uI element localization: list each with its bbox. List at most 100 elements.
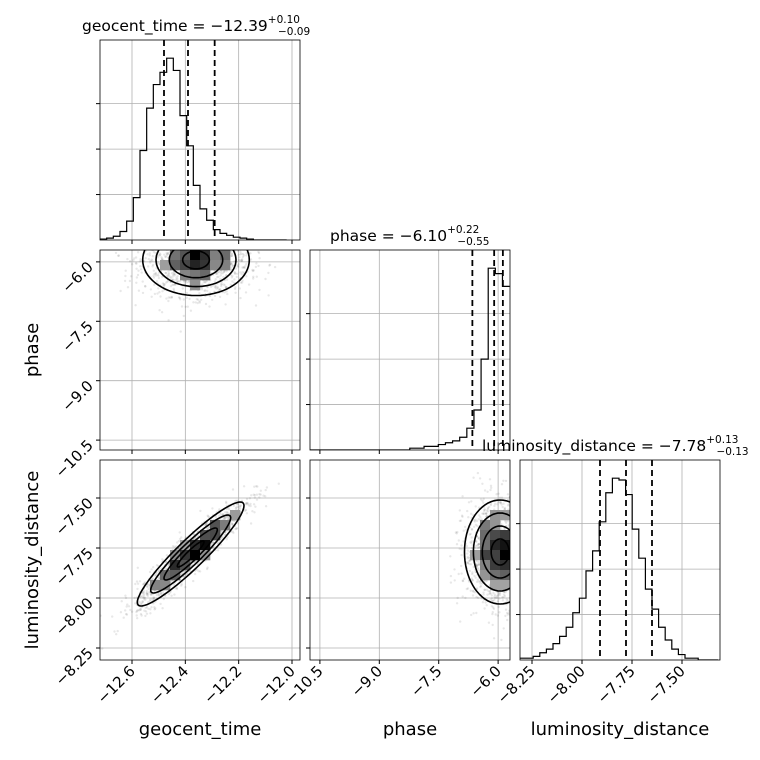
scatter-point xyxy=(146,585,149,588)
scatter-point xyxy=(179,233,181,235)
title-geocent-time: geocent_time = −12.39+0.10 −0.09 xyxy=(82,14,310,38)
scatter-point xyxy=(513,537,515,539)
scatter-point xyxy=(197,234,199,236)
scatter-point xyxy=(522,515,524,517)
ytick-label-phase-2: −7.5 xyxy=(58,317,96,355)
scatter-point xyxy=(511,534,513,536)
scatter-point xyxy=(228,237,230,239)
scatter-point xyxy=(230,244,232,246)
scatter-point xyxy=(253,485,256,488)
scatter-point xyxy=(254,241,256,243)
scatter-point xyxy=(512,544,514,546)
scatter-point xyxy=(177,227,179,229)
scatter-point xyxy=(486,507,490,511)
contour-level-0 xyxy=(181,250,211,270)
scatter-point xyxy=(523,598,525,600)
scatter-point xyxy=(254,265,258,269)
scatter-point xyxy=(144,237,146,239)
scatter-point xyxy=(134,602,137,605)
scatter-point xyxy=(517,579,519,581)
scatter-point xyxy=(235,232,237,234)
scatter-point xyxy=(189,247,191,249)
scatter-point xyxy=(153,574,157,577)
scatter-point xyxy=(225,278,229,281)
scatter-point xyxy=(217,289,221,292)
scatter-point xyxy=(226,516,230,519)
scatter-point xyxy=(189,234,191,236)
scatter-point xyxy=(135,281,138,284)
density-cell xyxy=(200,250,211,261)
density-cell xyxy=(210,520,221,531)
density-cell xyxy=(480,520,491,531)
scatter-point xyxy=(520,550,522,552)
scatter-point xyxy=(529,538,531,540)
scatter-point xyxy=(527,515,529,517)
scatter-point xyxy=(523,534,525,536)
scatter-point xyxy=(483,588,486,591)
scatter-point xyxy=(200,288,204,291)
scatter-frame-1 xyxy=(99,459,301,661)
scatter-point xyxy=(267,271,270,275)
scatter-point xyxy=(142,583,145,586)
scatter-point xyxy=(483,508,486,511)
scatter-point xyxy=(485,509,489,512)
scatter-point xyxy=(541,541,543,543)
scatter-point xyxy=(188,244,190,246)
scatter-point xyxy=(523,512,525,514)
scatter-point xyxy=(189,243,191,245)
scatter-point xyxy=(235,264,239,267)
scatter-point xyxy=(513,573,515,575)
scatter-point xyxy=(126,603,129,606)
scatter-point xyxy=(226,242,228,244)
scatter-point xyxy=(156,273,159,276)
scatter-point xyxy=(250,244,252,246)
scatter-point xyxy=(460,514,464,517)
scatter-point xyxy=(529,530,531,532)
scatter-point xyxy=(165,244,167,246)
scatter-point xyxy=(171,278,174,281)
scatter-point xyxy=(142,592,145,595)
scatter-point xyxy=(498,591,501,595)
scatter-point xyxy=(129,608,132,612)
scatter-point xyxy=(157,240,159,242)
scatter-point xyxy=(172,272,176,276)
scatter-point xyxy=(249,252,252,255)
scatter-point xyxy=(235,527,239,530)
scatter-point xyxy=(533,585,535,587)
scatter-point xyxy=(526,501,528,503)
scatter-point xyxy=(100,614,102,617)
scatter-point xyxy=(182,237,184,239)
scatter-point xyxy=(192,236,194,238)
scatter-point xyxy=(479,582,482,585)
scatter-point xyxy=(525,533,527,535)
density-cell xyxy=(200,530,211,541)
scatter-point xyxy=(171,242,173,244)
scatter-point xyxy=(200,234,202,236)
density-cell xyxy=(480,530,491,541)
scatter-point xyxy=(230,522,233,525)
density-cell xyxy=(470,550,481,561)
scatter-point xyxy=(475,595,478,599)
scatter-point xyxy=(449,574,453,578)
scatter-point xyxy=(190,247,192,249)
scatter-point xyxy=(182,212,184,214)
scatter-point xyxy=(198,229,200,231)
scatter-point xyxy=(198,232,200,234)
scatter-point xyxy=(151,597,154,601)
density-cell xyxy=(490,560,501,571)
scatter-point xyxy=(197,242,199,244)
scatter-point xyxy=(141,600,144,603)
scatter-point xyxy=(138,260,142,263)
scatter-point xyxy=(470,528,474,531)
scatter-point xyxy=(205,567,209,571)
scatter-point xyxy=(173,545,176,548)
scatter-point xyxy=(536,528,538,530)
scatter-point xyxy=(512,547,514,549)
scatter-point xyxy=(137,609,141,612)
scatter-point xyxy=(203,230,205,232)
scatter-point xyxy=(510,548,512,550)
scatter-point xyxy=(522,530,524,532)
xtick-label-luminosity-distance-0: −8.25 xyxy=(494,662,539,707)
scatter-point xyxy=(513,498,515,500)
scatter-point xyxy=(181,232,183,234)
